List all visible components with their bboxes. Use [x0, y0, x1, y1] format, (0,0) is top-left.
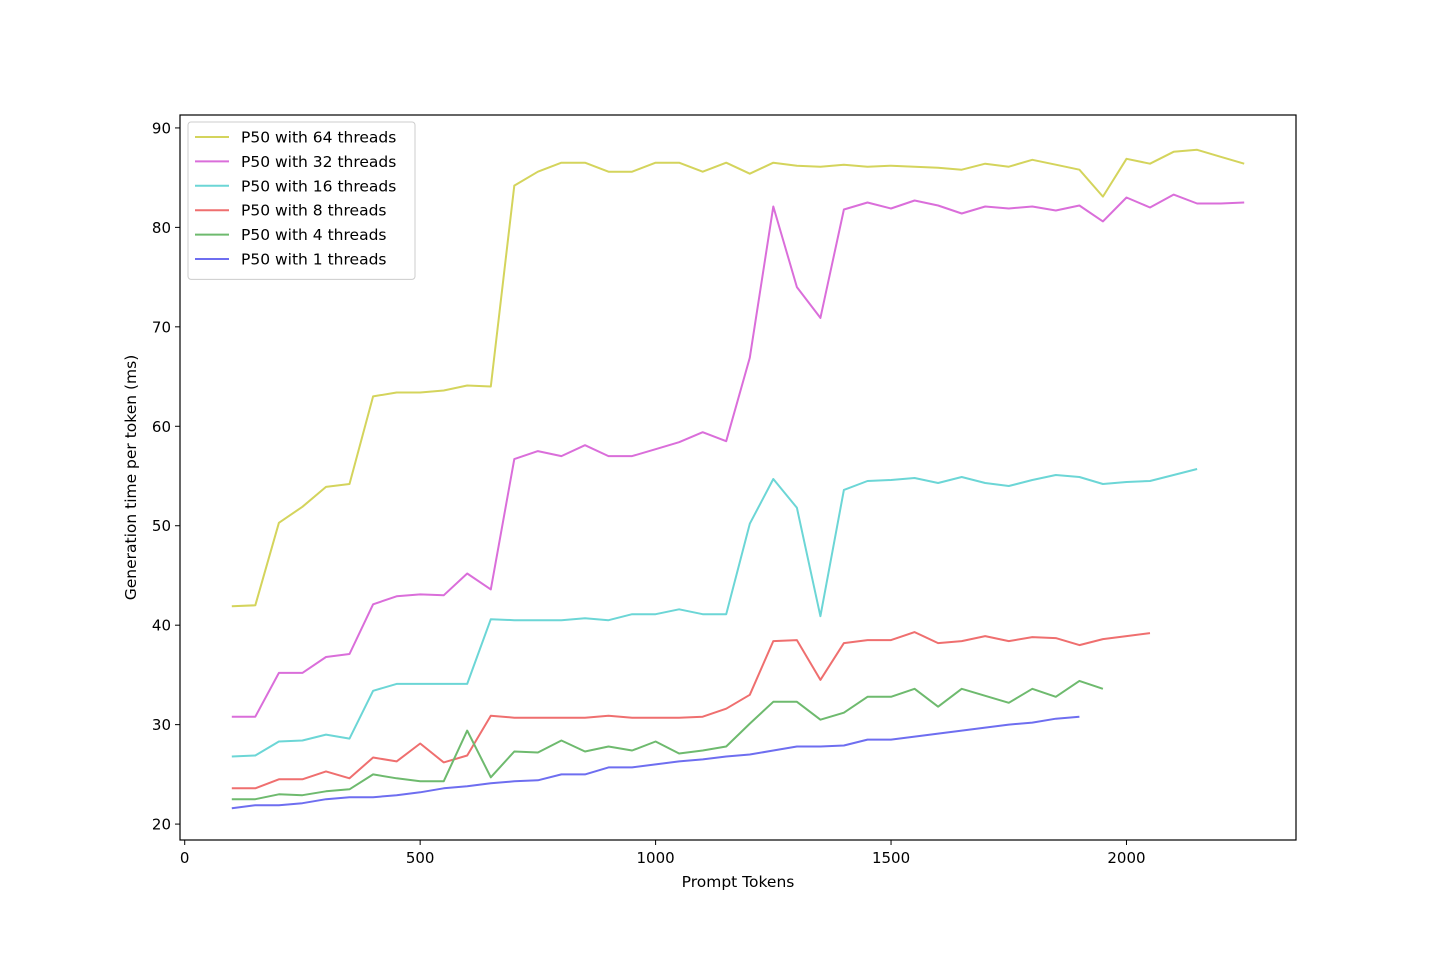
series-line-2 — [231, 468, 1198, 758]
x-tick-label: 1000 — [637, 849, 675, 867]
y-tick-label: 80 — [152, 219, 171, 237]
y-tick-label: 60 — [152, 418, 171, 436]
legend-label: P50 with 8 threads — [241, 202, 386, 220]
x-tick-label: 1500 — [872, 849, 910, 867]
y-axis: 20 30 40 50 60 70 80 90 — [152, 119, 180, 834]
series-line-4 — [231, 679, 1104, 801]
legend-box — [187, 121, 416, 280]
y-tick-label: 90 — [152, 119, 171, 137]
y-tick-label: 50 — [152, 517, 171, 535]
x-axis-label: Prompt Tokens — [682, 873, 795, 891]
y-tick-label: 20 — [152, 816, 171, 834]
series-layer — [231, 148, 1245, 810]
series-line-3 — [231, 631, 1151, 790]
legend: P50 with 64 threads P50 with 32 threads P5… — [187, 121, 416, 280]
x-tick-label: 2000 — [1107, 849, 1145, 867]
plot-area-frame — [179, 114, 1297, 841]
legend-label: P50 with 1 threads — [241, 251, 386, 269]
legend-label: P50 with 16 threads — [241, 177, 396, 195]
y-tick-label: 70 — [152, 318, 171, 336]
legend-label: P50 with 4 threads — [241, 226, 386, 244]
series-line-5 — [231, 715, 1080, 810]
series-line-1 — [231, 193, 1245, 718]
x-axis: 0 500 1000 1500 2000 — [180, 840, 1146, 867]
y-axis-label: Generation time per token (ms) — [122, 355, 140, 601]
x-tick-label: 500 — [406, 849, 435, 867]
legend-label: P50 with 32 threads — [241, 153, 396, 171]
y-tick-label: 30 — [152, 716, 171, 734]
legend-label: P50 with 64 threads — [241, 129, 396, 147]
x-tick-label: 0 — [180, 849, 190, 867]
series-line-0 — [231, 148, 1245, 608]
y-tick-label: 40 — [152, 617, 171, 635]
